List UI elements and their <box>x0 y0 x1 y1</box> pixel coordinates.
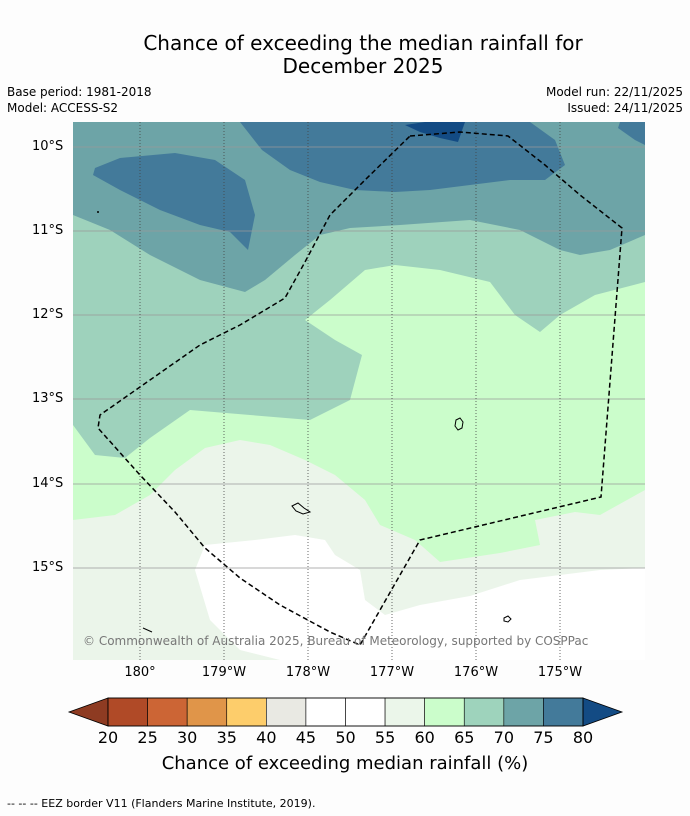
lat-label-11s: 11°S <box>32 223 64 238</box>
title-line-2: December 2025 <box>282 54 444 78</box>
colorbar-cells <box>107 697 584 727</box>
colorbar-cell <box>345 697 386 727</box>
colorbar-cell <box>266 697 307 727</box>
colorbar-cell <box>424 697 465 727</box>
colorbar-tick-label: 70 <box>493 728 514 747</box>
colorbar-tick-label: 75 <box>533 728 554 747</box>
colorbar <box>67 697 624 727</box>
region-above-80 <box>405 122 465 142</box>
colorbar-high-arrow <box>582 697 624 727</box>
meta-left: Base period: 1981-2018 Model: ACCESS-S2 <box>7 84 152 116</box>
colorbar-low-arrow <box>67 697 109 727</box>
lat-label-12s: 12°S <box>32 307 64 322</box>
colorbar-tick-label: 45 <box>295 728 317 747</box>
issued-date: Issued: 24/11/2025 <box>567 101 683 115</box>
lon-label-175w: 175°W <box>537 665 583 680</box>
meta-right: Model run: 22/11/2025 Issued: 24/11/2025 <box>546 84 683 116</box>
colorbar-cell <box>503 697 544 727</box>
lat-label-15s: 15°S <box>32 560 64 575</box>
colorbar-cell <box>107 697 148 727</box>
colorbar-tick-label: 60 <box>414 728 435 747</box>
colorbar-cell <box>305 697 346 727</box>
lat-label-14s: 14°S <box>32 476 64 491</box>
lon-label-176w: 176°W <box>453 665 499 680</box>
colorbar-tick-label: 55 <box>374 728 396 747</box>
island-outline-2 <box>291 502 312 515</box>
colorbar-frame <box>107 697 584 727</box>
lon-label-179w: 179°W <box>201 665 247 680</box>
region-75-80 <box>240 122 565 192</box>
colorbar-cell <box>226 697 267 727</box>
colorbar-cell <box>543 697 584 727</box>
colorbar-cell <box>463 697 505 727</box>
lat-label-13s: 13°S <box>32 391 64 406</box>
colorbar-tick-label: 20 <box>97 728 119 747</box>
island-outline-4 <box>142 627 153 633</box>
map-plot-area: © Commonwealth of Australia 2025, Bureau… <box>73 122 645 660</box>
island-dot <box>97 211 99 213</box>
region-75-80-east <box>618 122 645 145</box>
colorbar-title: Chance of exceeding median rainfall (%) <box>161 753 529 774</box>
lon-label-178w: 178°W <box>285 665 331 680</box>
copyright-text: © Commonwealth of Australia 2025, Bureau… <box>83 634 588 648</box>
lon-label-180: 180° <box>124 665 156 680</box>
colorbar-cell <box>384 697 425 727</box>
region-55-60-sw <box>73 598 178 660</box>
colorbar-tick-label: 25 <box>137 728 158 747</box>
colorbar-tick-label: 30 <box>176 728 198 747</box>
colorbar-tick-label: 35 <box>216 728 237 747</box>
island-outline-3 <box>503 615 512 623</box>
colorbar-tick-label: 80 <box>572 728 594 747</box>
base-period: Base period: 1981-2018 <box>7 85 152 99</box>
colorbar-tick-label: 50 <box>335 728 356 747</box>
colorbar-cell <box>147 697 188 727</box>
colorbar-cell <box>186 697 228 727</box>
lat-label-10s: 10°S <box>32 139 64 154</box>
island-outline <box>454 417 464 431</box>
model-run: Model run: 22/11/2025 <box>545 85 683 99</box>
colorbar-tick-label: 65 <box>454 728 475 747</box>
graticule <box>73 122 645 660</box>
eez-legend-footer: -- -- -- EEZ border V11 (Flanders Marine… <box>7 797 316 810</box>
title-line-1: Chance of exceeding the median rainfall … <box>143 31 583 55</box>
lon-label-177w: 177°W <box>369 665 415 680</box>
region-75-80-west <box>93 153 255 250</box>
model-name: Model: ACCESS-S2 <box>7 101 119 115</box>
colorbar-tick-label: 40 <box>256 728 277 747</box>
